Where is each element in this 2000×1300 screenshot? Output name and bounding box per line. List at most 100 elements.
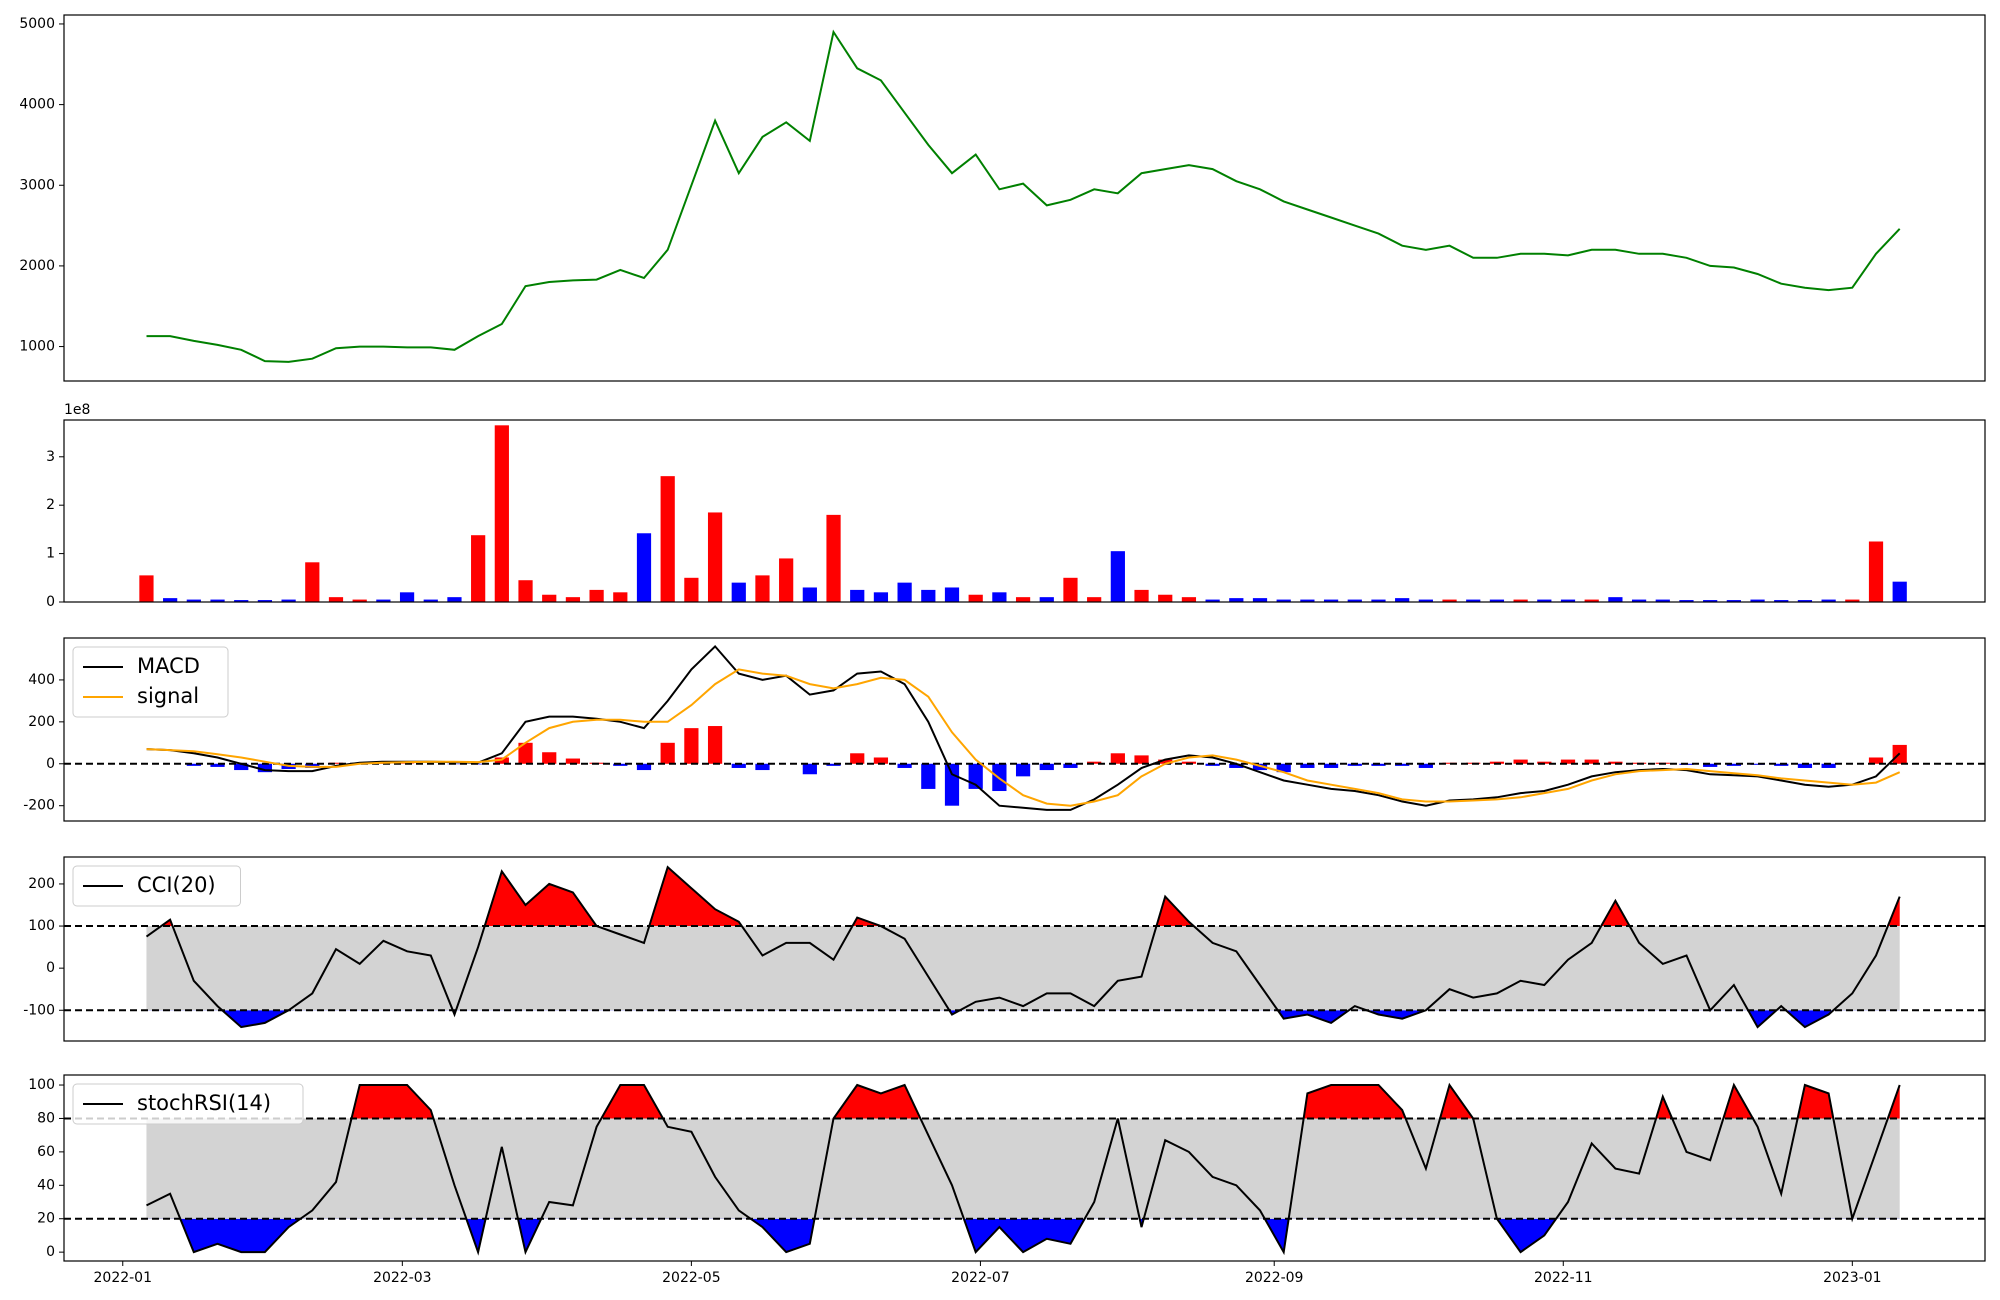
bar — [1655, 599, 1670, 602]
bar — [636, 533, 652, 602]
bar — [1395, 598, 1410, 602]
y-tick-label: 40 — [37, 1177, 55, 1193]
x-tick-label: 2022-05 — [662, 1270, 721, 1286]
bar — [210, 599, 225, 602]
bar — [1347, 599, 1362, 602]
bar — [1110, 551, 1125, 602]
series-line — [146, 668, 1901, 807]
bar — [565, 597, 581, 602]
bar — [802, 587, 817, 602]
histogram-bar — [897, 763, 912, 768]
histogram-bar — [1205, 763, 1220, 766]
y-tick-label: 0 — [46, 960, 55, 976]
bar — [707, 512, 723, 602]
histogram-bar — [1181, 761, 1197, 764]
bar — [992, 592, 1007, 602]
histogram-bar — [471, 763, 486, 765]
histogram-bar — [826, 763, 841, 766]
histogram-bar — [565, 758, 581, 764]
bar — [281, 599, 296, 602]
series-line — [145, 865, 1901, 1029]
histogram-bar — [328, 762, 344, 764]
legend-box — [72, 646, 229, 718]
histogram-bar — [1750, 763, 1765, 765]
histogram-bar — [873, 757, 889, 764]
y-tick-label: -100 — [23, 1002, 55, 1018]
bar — [1181, 597, 1197, 602]
bar — [1703, 600, 1718, 602]
bar — [1537, 599, 1552, 602]
histogram-bar — [1560, 759, 1576, 764]
bar — [684, 577, 699, 602]
y-tick-label: 1000 — [19, 339, 55, 355]
bar — [257, 600, 273, 602]
bar — [921, 589, 936, 602]
y-tick-label: 3000 — [19, 177, 55, 193]
histogram-bar — [234, 763, 249, 771]
histogram-bar — [1087, 761, 1102, 764]
bar — [1039, 597, 1054, 602]
histogram-bar — [613, 763, 628, 766]
bar — [1418, 599, 1433, 602]
bar — [1797, 600, 1813, 602]
histogram-bar — [1276, 763, 1291, 773]
histogram-bar — [1513, 759, 1528, 764]
panel: CCI(20) -100 0 100 200 — [23, 856, 1986, 1042]
bar — [1371, 599, 1386, 602]
legend: MACD signal — [72, 646, 229, 718]
y-tick-label: 3 — [46, 449, 55, 465]
histogram-bar — [802, 763, 817, 775]
y-tick-label: 4000 — [19, 97, 55, 113]
bar — [1158, 594, 1173, 602]
histogram-bar — [1300, 763, 1315, 768]
y-tick-label: 400 — [28, 672, 55, 688]
bar — [1205, 599, 1220, 602]
histogram-bar — [1726, 763, 1741, 766]
histogram-bar — [921, 763, 936, 789]
above-fill — [146, 867, 1900, 927]
legend: CCI(20) — [72, 865, 241, 907]
x-tick-label: 2022-03 — [373, 1270, 432, 1286]
bar — [944, 587, 960, 602]
bar — [186, 599, 201, 602]
histogram-bar — [1584, 759, 1599, 764]
bar — [542, 594, 557, 602]
histogram-bar — [1039, 763, 1054, 771]
y-tick-label: 0 — [46, 594, 55, 610]
axes-frame — [63, 1074, 1986, 1262]
bar — [850, 589, 865, 602]
y-tick-label: 200 — [28, 876, 55, 892]
histogram-bar — [257, 763, 273, 773]
x-tick-label: 2022-09 — [1245, 1270, 1304, 1286]
histogram-bar — [1489, 761, 1505, 764]
bar — [234, 600, 249, 602]
bar — [1229, 598, 1244, 602]
x-tick-label: 2023-01 — [1823, 1270, 1882, 1286]
bar — [1489, 599, 1505, 602]
bar — [1442, 599, 1457, 602]
histogram-bar — [660, 742, 675, 764]
histogram-bar — [1371, 763, 1386, 766]
bar — [328, 597, 344, 602]
histogram-bar — [850, 753, 865, 764]
bar — [613, 592, 628, 602]
histogram-bar — [755, 763, 770, 771]
histogram-bar — [1797, 763, 1813, 768]
bar — [376, 599, 391, 602]
bar — [1892, 581, 1907, 602]
histogram-bar — [944, 763, 960, 806]
bar — [1015, 597, 1031, 602]
bar — [1821, 599, 1836, 602]
histogram-bar — [542, 752, 557, 764]
panel: stochRSI(14) 0 20 40 60 80 100 2022-01 2022-03 20… — [28, 1074, 1986, 1286]
y-tick-label: 5000 — [19, 16, 55, 32]
histogram-bar — [494, 757, 509, 764]
above-fill — [351, 1085, 1900, 1119]
bar — [1134, 589, 1149, 602]
histogram-bar — [1821, 763, 1836, 768]
neutral-band — [146, 1118, 1900, 1219]
series-line — [146, 29, 1901, 363]
legend-label: MACD — [137, 654, 200, 678]
x-tick-label: 2022-01 — [94, 1270, 153, 1286]
